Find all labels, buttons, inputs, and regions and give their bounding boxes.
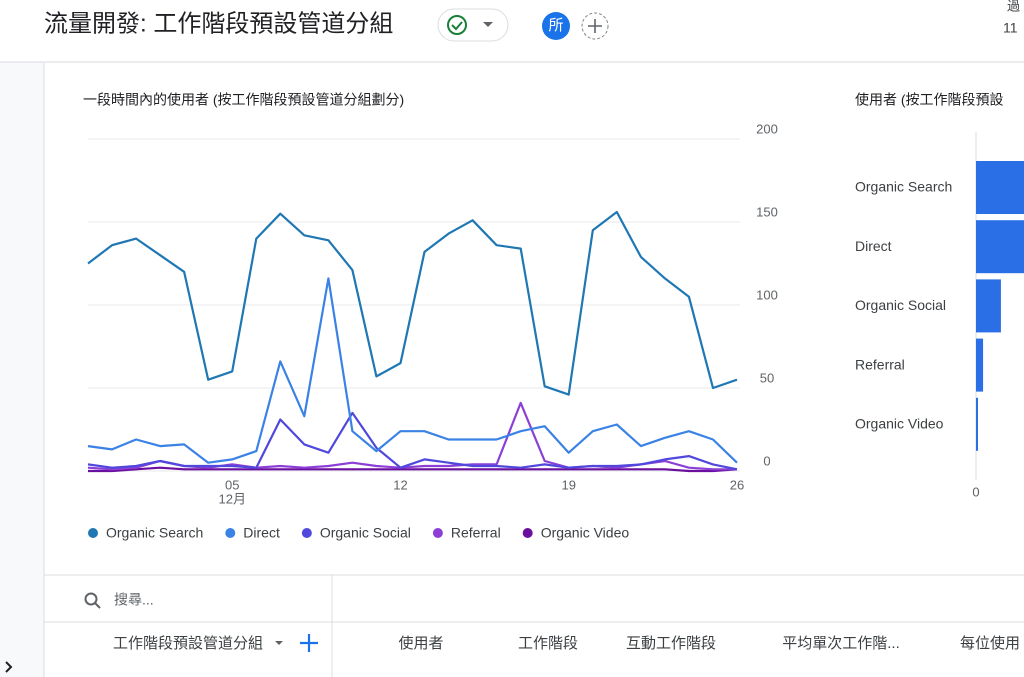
y-tick-label: 150 — [756, 204, 778, 219]
page-title: 流量開發: 工作階段預設管道分組 — [44, 10, 393, 37]
series-line — [87, 210, 738, 396]
column-header[interactable]: 每位使用 — [960, 635, 1020, 652]
column-header[interactable]: 使用者 — [398, 635, 443, 652]
legend-label[interactable]: Organic Social — [320, 525, 411, 541]
search-icon — [94, 602, 101, 609]
search-icon — [84, 592, 98, 606]
y-tick-label: Organic Search — [855, 179, 952, 195]
legend-marker — [225, 528, 236, 538]
y-tick-label: 0 — [763, 453, 770, 468]
avatar[interactable] — [542, 12, 570, 40]
bar[interactable] — [976, 338, 984, 392]
x-month-label: 12月 — [218, 491, 245, 506]
y-tick-label: Organic Social — [855, 297, 946, 313]
legend-label[interactable]: Direct — [243, 525, 280, 541]
legend-label[interactable]: Organic Search — [106, 525, 203, 541]
legend-label[interactable]: Referral — [451, 525, 501, 541]
y-tick-label: 100 — [756, 287, 778, 302]
search-input[interactable]: 搜尋... — [114, 592, 154, 608]
expand-chevron[interactable] — [5, 661, 13, 673]
series-line — [87, 277, 738, 464]
x-tick-label: 05 — [225, 477, 239, 492]
x-tick-label: 12 — [393, 477, 407, 492]
legend-marker — [522, 528, 533, 538]
y-tick-label: Referral — [855, 356, 905, 372]
sort-arrow — [275, 641, 283, 645]
bar[interactable] — [976, 279, 1001, 333]
date-label: 過 — [1007, 0, 1020, 13]
column-header[interactable]: 平均單次工作階... — [782, 635, 900, 652]
column-header[interactable]: 互動工作階段 — [626, 635, 716, 652]
x-tick-label: 0 — [972, 484, 979, 499]
x-tick-label: 26 — [730, 477, 744, 492]
chart-title: 一段時間內的使用者 (按工作階段預設管道分組劃分) — [83, 92, 404, 108]
y-tick-label: Direct — [855, 238, 892, 254]
legend-marker — [301, 528, 312, 538]
series-line — [87, 411, 738, 471]
dropdown-arrow — [483, 22, 493, 27]
bar[interactable] — [976, 220, 1024, 274]
chart-title: 使用者 (按工作階段預設 — [855, 92, 1004, 108]
y-tick-label: 200 — [756, 121, 778, 136]
y-tick-label: Organic Video — [855, 416, 944, 432]
legend-marker — [88, 528, 98, 538]
column-header[interactable]: 工作階段預設管道分組 — [113, 635, 263, 652]
x-tick-label: 19 — [562, 477, 576, 492]
column-header[interactable]: 工作階段 — [518, 635, 578, 652]
legend-marker — [432, 528, 443, 538]
y-tick-label: 50 — [760, 370, 774, 385]
add-icon — [588, 19, 602, 33]
bar[interactable] — [976, 161, 1024, 214]
legend-label[interactable]: Organic Video — [541, 525, 630, 541]
avatar-label: 所 — [548, 17, 563, 34]
add-button[interactable] — [581, 12, 609, 40]
bar[interactable] — [976, 397, 978, 451]
date-value: 11 — [1003, 20, 1018, 36]
check-mark — [451, 21, 463, 31]
header-bar — [0, 0, 1024, 62]
add-dimension[interactable] — [300, 634, 318, 652]
check-icon — [447, 15, 467, 35]
series-line — [88, 466, 738, 473]
